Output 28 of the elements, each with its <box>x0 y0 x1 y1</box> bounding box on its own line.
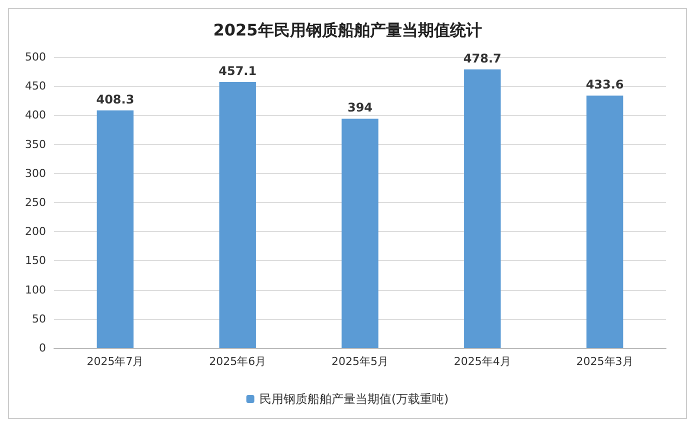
x-tick-label: 2025年5月 <box>332 355 388 368</box>
data-label: 408.3 <box>96 92 134 106</box>
y-tick-label: 450 <box>25 80 46 93</box>
legend-label: 民用钢质船舶产量当期值(万载重吨) <box>259 392 449 406</box>
x-tick-label: 2025年4月 <box>454 355 511 368</box>
y-tick-label: 100 <box>25 283 46 296</box>
y-tick-label: 300 <box>25 166 46 180</box>
data-label: 478.7 <box>463 51 502 66</box>
data-label: 394 <box>347 100 373 115</box>
y-tick-label: 150 <box>25 254 46 268</box>
data-label: 433.6 <box>586 78 624 92</box>
bar <box>342 118 378 348</box>
chart-title: 2025年民用钢质船舶产量当期值统计 <box>213 20 482 40</box>
y-tick-label: 0 <box>39 342 46 354</box>
data-label: 457.1 <box>218 64 257 78</box>
x-tick-label: 2025年6月 <box>209 355 266 368</box>
y-tick-label: 400 <box>25 108 46 122</box>
y-tick-label: 200 <box>25 225 46 238</box>
y-tick-label: 50 <box>32 312 46 326</box>
y-tick-label: 250 <box>25 196 46 209</box>
x-tick-label: 2025年7月 <box>86 355 144 368</box>
y-tick-label: 500 <box>25 50 46 64</box>
bar <box>464 69 501 348</box>
bar <box>219 82 256 348</box>
x-tick-label: 2025年3月 <box>576 355 634 368</box>
bar <box>586 96 624 348</box>
y-tick-label: 350 <box>25 138 46 151</box>
bar <box>96 110 134 348</box>
